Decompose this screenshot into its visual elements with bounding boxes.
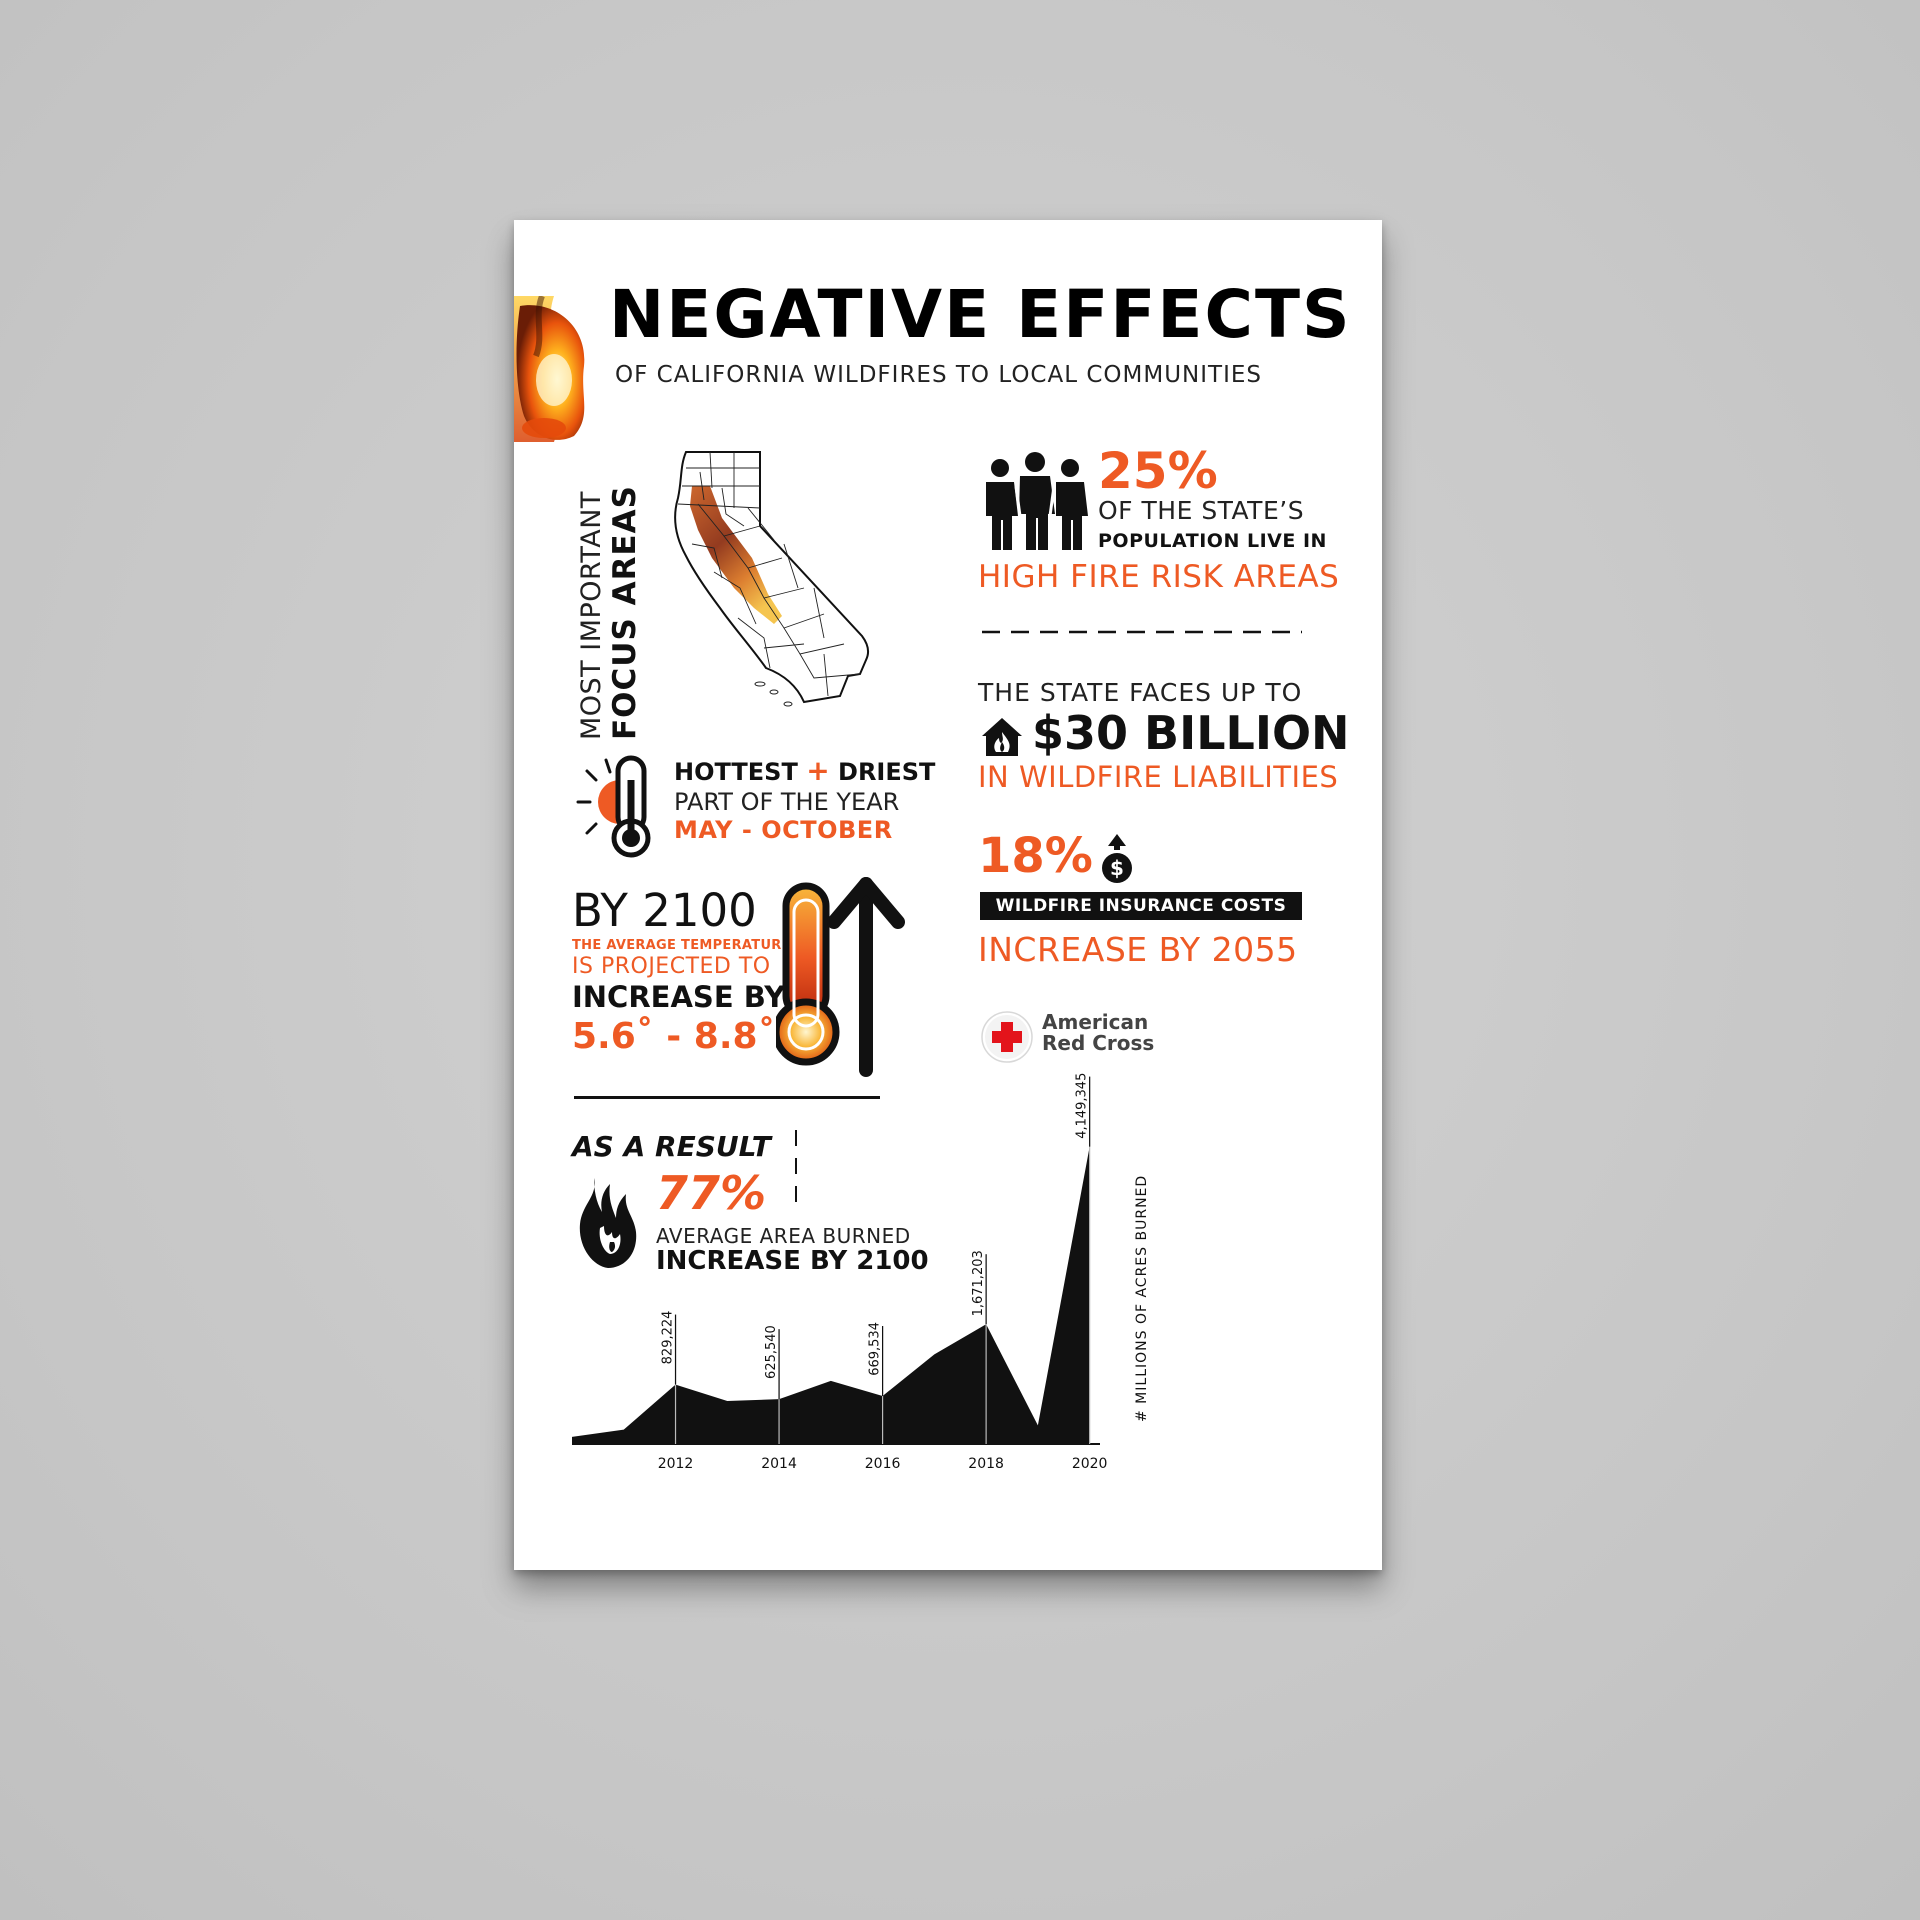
season-line-2: PART OF THE YEAR bbox=[674, 788, 900, 816]
focus-line-2: FOCUS AREAS bbox=[607, 485, 643, 740]
source-line-2: Red Cross bbox=[1042, 1031, 1155, 1055]
season-plus: + bbox=[806, 754, 830, 787]
flames-icon bbox=[579, 1178, 637, 1268]
chart-y-axis-label: # MILLIONS OF ACRES BURNED bbox=[1134, 1175, 1150, 1422]
focus-areas-label: MOST IMPORTANT FOCUS AREAS bbox=[576, 450, 656, 740]
source-line-1: American bbox=[1042, 1010, 1149, 1034]
dashed-vertical-divider bbox=[795, 1130, 797, 1206]
temperature-line-4: INCREASE BY bbox=[572, 980, 786, 1014]
chart-data-label: 1,671,203 bbox=[971, 1250, 986, 1316]
temperature-line-3: IS PROJECTED TO bbox=[572, 954, 771, 979]
people-group-icon bbox=[986, 452, 1088, 550]
chart-x-tick: 2016 bbox=[865, 1456, 901, 1472]
section-divider bbox=[574, 1096, 880, 1099]
season-line-3: MAY - OCTOBER bbox=[674, 816, 893, 844]
temperature-range: 5.6˚ - 8.8˚ bbox=[572, 1016, 776, 1057]
source-red-cross: American Red Cross bbox=[1042, 1012, 1154, 1054]
california-map-icon bbox=[674, 451, 870, 707]
chart-x-tick: 2014 bbox=[761, 1456, 797, 1472]
up-arrow-icon bbox=[827, 877, 905, 1077]
result-line-3: INCREASE BY 2100 bbox=[656, 1246, 929, 1276]
hot-thermometer-icon bbox=[776, 882, 840, 1066]
chart-data-label: 4,149,345 bbox=[1075, 1073, 1090, 1139]
chart-x-tick: 2020 bbox=[1072, 1456, 1108, 1472]
population-line-2: POPULATION LIVE IN bbox=[1098, 530, 1327, 552]
liabilities-amount: $30 BILLION bbox=[1032, 706, 1350, 760]
result-heading: AS A RESULT bbox=[572, 1130, 771, 1163]
chart-x-tick: 2018 bbox=[968, 1456, 1004, 1472]
chart-data-label: 625,540 bbox=[764, 1325, 779, 1379]
burning-house-icon bbox=[982, 718, 1022, 756]
population-percent: 25% bbox=[1098, 442, 1218, 500]
liabilities-line-1: THE STATE FACES UP TO bbox=[978, 678, 1303, 707]
red-cross-logo-icon bbox=[981, 1011, 1033, 1063]
insurance-percent: 18% bbox=[978, 828, 1093, 884]
chart-area bbox=[572, 1146, 1090, 1444]
page-subtitle: OF CALIFORNIA WILDFIRES TO LOCAL COMMUNI… bbox=[615, 362, 1262, 388]
population-line-3: HIGH FIRE RISK AREAS bbox=[978, 559, 1340, 595]
season-line-1: HOTTEST + DRIEST bbox=[674, 754, 935, 787]
sun-thermometer-icon bbox=[576, 755, 651, 858]
money-up-icon: $ bbox=[1102, 834, 1132, 883]
result-line-2: AVERAGE AREA BURNED bbox=[656, 1224, 911, 1248]
insurance-banner: WILDFIRE INSURANCE COSTS bbox=[980, 892, 1302, 920]
temperature-line-2: THE AVERAGE TEMPERATURE bbox=[572, 938, 791, 953]
infographic-poster: NEGATIVE EFFECTS OF CALIFORNIA WILDFIRES… bbox=[514, 220, 1382, 1570]
season-hottest: HOTTEST bbox=[674, 758, 798, 786]
flame-image bbox=[514, 296, 598, 442]
season-driest: DRIEST bbox=[838, 758, 936, 786]
liabilities-line-3: IN WILDFIRE LIABILITIES bbox=[978, 760, 1339, 794]
chart-data-label: 829,224 bbox=[661, 1311, 676, 1365]
result-percent: 77% bbox=[656, 1166, 767, 1220]
chart-x-tick: 2012 bbox=[658, 1456, 694, 1472]
dashed-divider bbox=[982, 630, 1302, 634]
svg-text:$: $ bbox=[1110, 856, 1124, 880]
acres-burned-chart: 829,224 625,540 669,534 1,671,203 4,149,345 2… bbox=[572, 1073, 1150, 1472]
insurance-line-3: INCREASE BY 2055 bbox=[978, 930, 1298, 969]
focus-line-1: MOST IMPORTANT bbox=[576, 491, 607, 740]
chart-data-label: 669,534 bbox=[868, 1322, 883, 1376]
temperature-year: BY 2100 bbox=[572, 884, 757, 937]
page-title: NEGATIVE EFFECTS bbox=[609, 276, 1352, 353]
population-line-1: OF THE STATE’S bbox=[1098, 496, 1305, 525]
